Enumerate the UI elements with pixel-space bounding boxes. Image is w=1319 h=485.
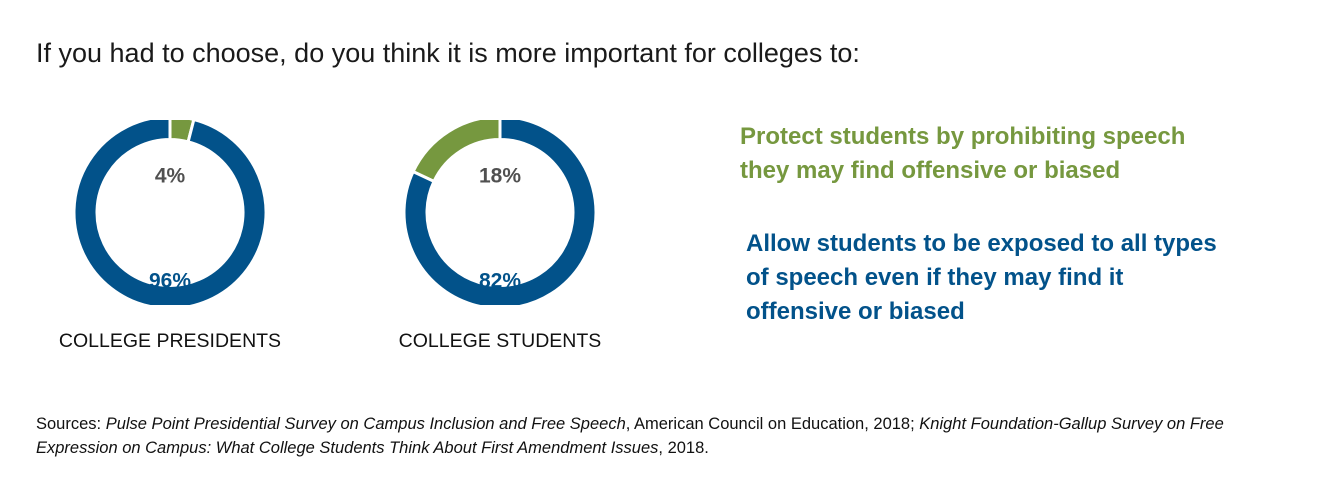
source-title-2: Knight Foundation-Gallup Survey on Free …	[36, 415, 1224, 457]
legend-protect-line: they may find offensive or biased	[740, 157, 1121, 184]
source-note: Sources: Pulse Point Presidential Survey…	[36, 412, 1286, 460]
allow-value-label: 96%	[149, 270, 191, 293]
donut-allow-slice	[72, 120, 268, 305]
legend-protect: Protect students by prohibiting speech t…	[740, 120, 1185, 188]
donut-caption-presidents: COLLEGE PRESIDENTS	[58, 330, 282, 352]
donut-caption-students: COLLEGE STUDENTS	[398, 330, 602, 352]
allow-value-label: 82%	[479, 270, 521, 293]
legend-allow-line: offensive or biased	[746, 298, 965, 325]
legend-allow: Allow students to be exposed to all type…	[746, 227, 1217, 329]
donut-svg: 4% 96%	[72, 120, 268, 305]
legend-allow-line: of speech even if they may find it	[746, 264, 1124, 291]
source-prefix: Sources:	[36, 415, 106, 433]
legend-protect-line: Protect students by prohibiting speech	[740, 123, 1186, 150]
donut-college-presidents: 4% 96%	[70, 120, 270, 305]
donut-college-students: 18% 82%	[400, 120, 600, 305]
chart-title: If you had to choose, do you think it is…	[36, 38, 860, 68]
source-title-1: Pulse Point Presidential Survey on Campu…	[105, 415, 626, 433]
protect-value-label: 4%	[155, 165, 186, 188]
protect-value-label: 18%	[479, 165, 521, 188]
donut-allow-slice	[402, 120, 598, 305]
source-rest-1: , American Council on Education, 2018;	[625, 415, 920, 433]
legend-allow-line: Allow students to be exposed to all type…	[746, 230, 1217, 257]
donut-svg: 18% 82%	[402, 120, 598, 305]
donut-protect-slice	[411, 120, 502, 184]
source-rest-2: , 2018.	[658, 439, 709, 457]
